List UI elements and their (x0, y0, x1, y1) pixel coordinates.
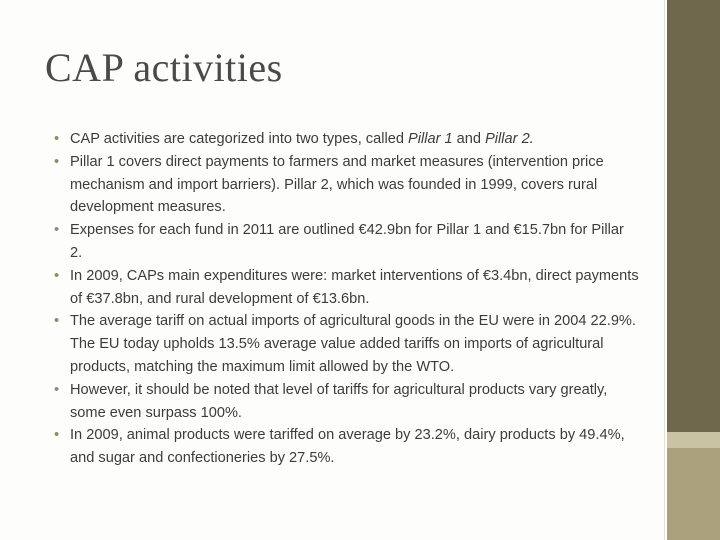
italic-text: Pillar 2. (485, 131, 534, 147)
slide-title: CAP activities (45, 45, 283, 90)
bullet-item: The average tariff on actual imports of … (54, 310, 639, 378)
side-band (667, 432, 720, 448)
bullet-item: However, it should be noted that level o… (54, 379, 639, 425)
side-bar (667, 0, 720, 432)
bullet-item: CAP activities are categorized into two … (54, 128, 639, 151)
italic-text: Pillar 1 (408, 131, 453, 147)
side-bar-light (667, 448, 720, 540)
divider (664, 0, 665, 540)
bullet-item: Expenses for each fund in 2011 are outli… (54, 219, 639, 265)
bullet-list: CAP activities are categorized into two … (54, 128, 639, 470)
bullet-item: In 2009, CAPs main expenditures were: ma… (54, 265, 639, 311)
text-run: CAP activities are categorized into two … (70, 131, 408, 147)
text-run: and (452, 131, 486, 147)
bullet-item: Pillar 1 covers direct payments to farme… (54, 151, 639, 219)
bullet-item: In 2009, animal products were tariffed o… (54, 424, 639, 470)
